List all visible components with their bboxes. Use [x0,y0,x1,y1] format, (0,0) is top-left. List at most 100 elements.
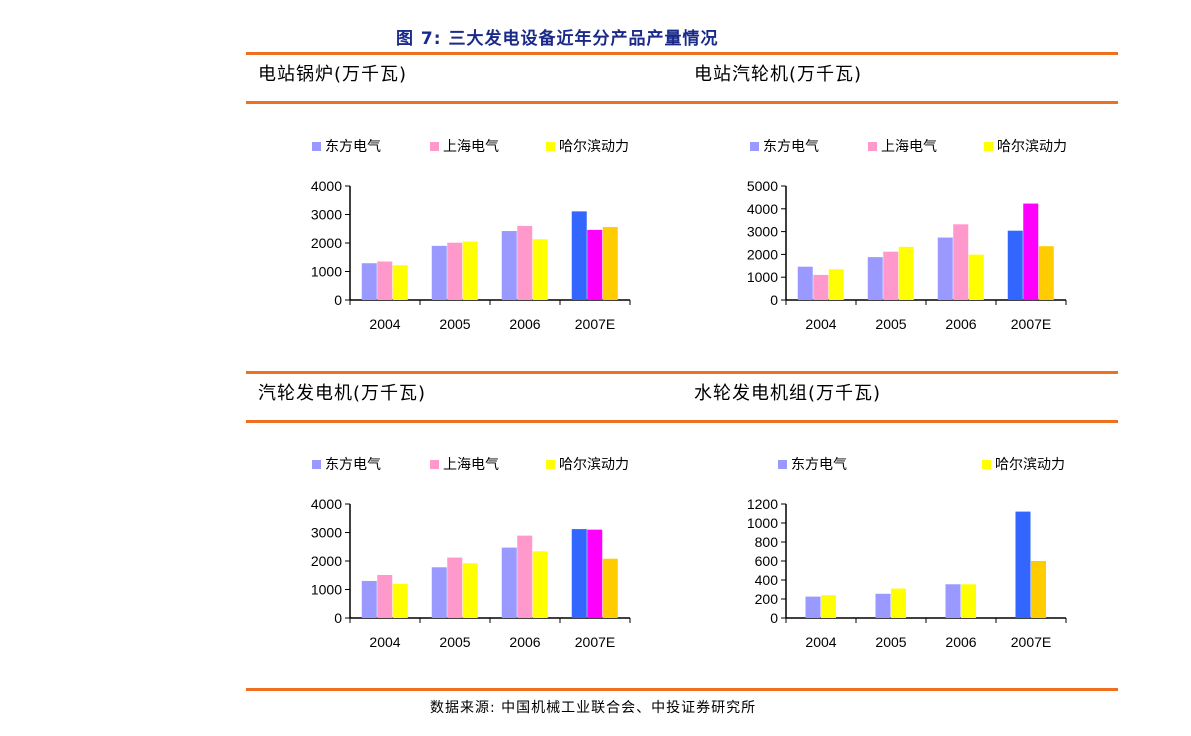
y-tick-label: 3000 [311,207,342,223]
x-tick-label: 2005 [439,634,470,650]
bar-dongfang-2004 [797,266,813,300]
bar-dongfang-2007E [571,529,587,618]
bar-shanghai-2005 [883,251,899,300]
panel-title-turbo-generator: 汽轮发电机(万千瓦) [258,383,427,404]
y-tick-label: 4000 [311,178,342,194]
y-tick-label: 4000 [311,496,342,512]
bar-harbin-2005 [462,241,478,300]
bar-harbin-2006 [968,254,984,300]
y-tick-label: 1000 [747,515,778,531]
bar-harbin-2007E [602,227,618,300]
y-tick-label: 5000 [747,178,778,194]
header-rule-1 [246,101,1118,104]
chart-hydro-generator: 东方电气 哈尔滨动力 0 200 400 600 800 1000 1200 2004 2005 20… [747,457,1067,650]
legend-swatch [312,460,321,469]
x-tick-label: 2004 [805,634,836,650]
bar-harbin-2004 [392,583,408,618]
legend-item-harbin: 哈尔滨动力 [546,139,629,155]
y-tick-label: 600 [755,553,779,569]
y-tick-label: 0 [334,292,342,308]
legend-swatch [778,460,787,469]
bar-harbin-2007E [602,558,618,618]
y-tick-label: 2000 [311,553,342,569]
panel-title-hydro-generator: 水轮发电机组(万千瓦) [694,383,882,404]
y-tick-label: 400 [755,572,779,588]
bar-harbin-2005 [462,563,478,618]
bar-dongfang-2007E [1015,511,1031,618]
bar-dongfang-2005 [431,567,447,618]
legend-item-shanghai: 上海电气 [868,139,937,155]
bar-shanghai-2005 [447,557,463,618]
legend-item-dongfang: 东方电气 [312,139,381,155]
legend-swatch [546,142,555,151]
legend-label: 哈尔滨动力 [997,139,1067,155]
bar-dongfang-2005 [431,245,447,300]
y-tick-label: 800 [755,534,779,550]
legend-item-dongfang: 东方电气 [778,457,847,473]
bar-dongfang-2006 [937,237,953,300]
bar-shanghai-2004 [377,261,393,300]
legend-label: 东方电气 [791,457,847,473]
bar-harbin-2005 [898,246,914,300]
x-tick-label: 2004 [369,634,400,650]
bar-dongfang-2004 [361,580,377,618]
legend-item-harbin: 哈尔滨动力 [546,457,629,473]
legend-label: 上海电气 [881,139,937,155]
legend-item-shanghai: 上海电气 [430,457,499,473]
legend-label: 东方电气 [763,139,819,155]
bar-dongfang-2007E [571,211,587,300]
legend-label: 哈尔滨动力 [559,139,629,155]
x-tick-label: 2005 [875,316,906,332]
bar-harbin-2006 [961,584,976,618]
bar-dongfang-2007E [1007,230,1023,300]
section-rule [246,371,1118,374]
legend-label: 东方电气 [325,139,381,155]
bar-shanghai-2006 [517,535,533,618]
bar-harbin-2004 [392,265,408,300]
y-tick-label: 1000 [311,582,342,598]
legend-item-dongfang: 东方电气 [750,139,819,155]
panel-title-boiler: 电站锅炉(万千瓦) [258,64,408,85]
x-tick-label: 2007E [575,316,615,332]
header-rule-2 [246,420,1118,423]
bar-dongfang-2006 [501,231,517,300]
x-tick-label: 2004 [805,316,836,332]
y-tick-label: 2000 [747,246,778,262]
y-tick-label: 0 [334,610,342,626]
bar-shanghai-2006 [517,225,533,300]
y-tick-label: 3000 [747,224,778,240]
bar-dongfang-2005 [867,257,883,300]
legend-swatch [750,142,759,151]
bar-harbin-2006 [532,239,548,300]
bar-harbin-2007E [1031,561,1046,618]
bar-shanghai-2007E [587,229,603,300]
legend-swatch [430,460,439,469]
chart-turbo-generator: 东方电气 上海电气 哈尔滨动力 0 1000 2000 3000 4000 2004 2005 20… [311,457,631,650]
legend-label: 哈尔滨动力 [559,457,629,473]
bar-harbin-2004 [821,595,836,618]
x-tick-label: 2006 [945,316,976,332]
legend-item-dongfang: 东方电气 [312,457,381,473]
legend-label: 哈尔滨动力 [995,457,1065,473]
bar-harbin-2005 [891,588,906,618]
x-tick-label: 2005 [439,316,470,332]
bar-dongfang-2004 [361,263,377,300]
chart-steam-turbine: 东方电气 上海电气 哈尔滨动力 0 1000 2000 3000 4000 5000 2004 20… [747,139,1067,332]
bar-dongfang-2006 [945,584,961,618]
y-tick-label: 1000 [747,269,778,285]
panel-title-steam-turbine: 电站汽轮机(万千瓦) [694,64,863,85]
bar-harbin-2006 [532,551,548,618]
figure-title: 图 7: 三大发电设备近年分产品产量情况 [396,29,719,49]
legend-label: 东方电气 [325,457,381,473]
y-tick-label: 200 [755,591,779,607]
bar-dongfang-2006 [501,547,517,618]
legend-swatch [546,460,555,469]
legend-swatch [430,142,439,151]
top-rule [246,52,1118,55]
legend-swatch [982,460,991,469]
legend-label: 上海电气 [443,139,499,155]
bar-shanghai-2007E [587,529,603,618]
y-tick-label: 2000 [311,235,342,251]
bar-harbin-2007E [1038,246,1054,300]
bar-shanghai-2007E [1023,203,1039,300]
